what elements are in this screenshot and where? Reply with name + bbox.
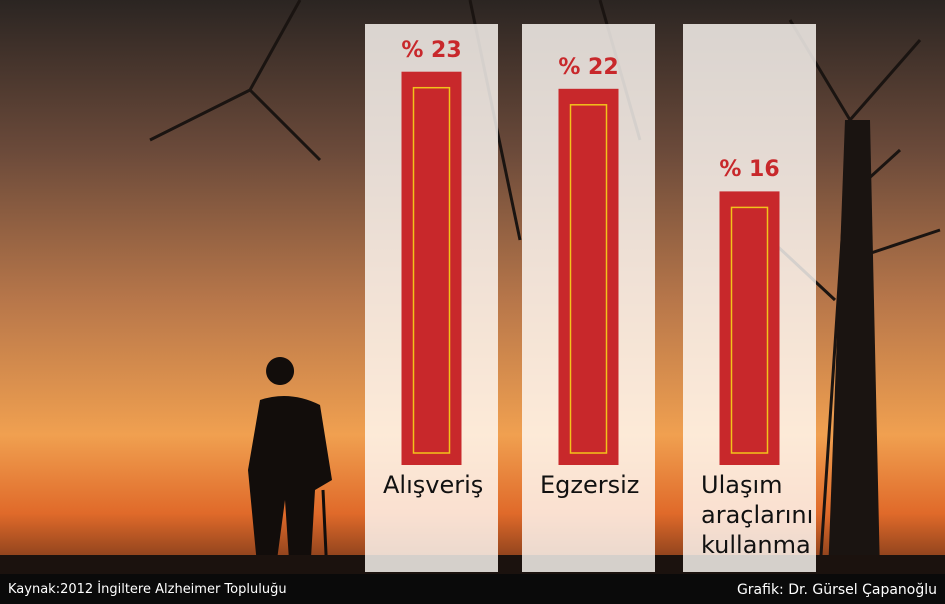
source: Kaynak:2012 İngiltere Alzheimer Topluluğ…	[8, 582, 287, 597]
bar-inner-outline	[412, 86, 451, 454]
bar-inner-outline	[569, 104, 608, 454]
category-label: Egzersiz	[540, 471, 640, 499]
bar	[558, 88, 619, 466]
value-label: % 23	[401, 37, 462, 63]
bar	[401, 71, 462, 465]
credit: Grafik: Dr. Gürsel Çapanoğlu	[736, 582, 937, 598]
category-label: Ulaşım araçlarını kullanma	[701, 471, 814, 559]
value-label: % 16	[719, 157, 780, 183]
value-label: % 22	[558, 54, 619, 80]
bar	[719, 191, 780, 465]
category-label: Alışveriş	[383, 471, 484, 499]
bar-inner-outline	[730, 206, 769, 454]
